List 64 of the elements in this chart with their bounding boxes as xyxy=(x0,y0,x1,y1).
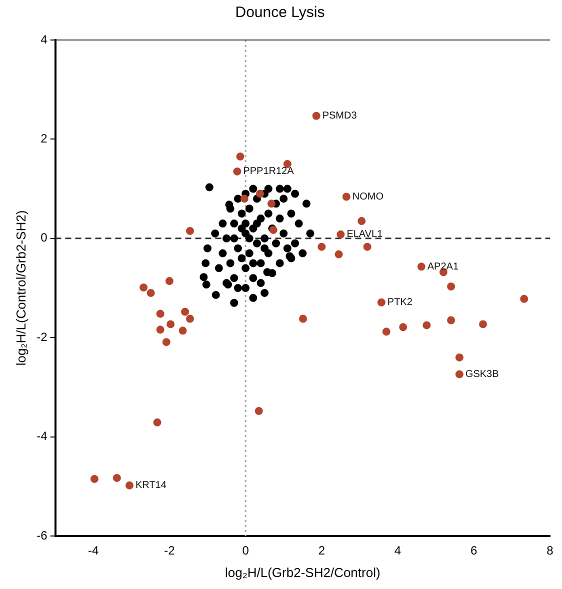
point xyxy=(363,242,372,251)
point xyxy=(479,320,488,328)
point xyxy=(140,284,148,292)
point xyxy=(166,320,175,328)
x-tick-label: -2 xyxy=(164,544,176,558)
point xyxy=(165,277,174,286)
point xyxy=(447,282,456,291)
y-tick-label: 4 xyxy=(40,32,48,46)
point xyxy=(146,288,155,297)
point xyxy=(125,481,134,490)
point xyxy=(318,242,326,251)
annotation: PTK2 xyxy=(387,297,413,308)
point xyxy=(342,192,350,201)
point xyxy=(299,314,308,323)
point xyxy=(233,167,242,176)
point xyxy=(267,200,276,208)
point xyxy=(447,316,456,324)
point xyxy=(455,353,464,362)
point xyxy=(422,321,431,330)
point xyxy=(236,152,244,161)
point xyxy=(90,474,98,483)
point xyxy=(358,217,366,226)
point xyxy=(112,474,121,482)
point xyxy=(178,326,187,335)
point xyxy=(181,308,190,316)
x-tick-label: 4 xyxy=(394,544,402,558)
point xyxy=(240,194,248,203)
annotation: KRT14 xyxy=(135,480,167,492)
annotation: NOMO xyxy=(352,191,384,202)
point xyxy=(417,262,426,271)
y-tick-label: -6 xyxy=(36,528,48,542)
point xyxy=(399,323,408,332)
point xyxy=(334,250,343,258)
point xyxy=(153,418,162,426)
y-axis-title: log₂H/L(Control/Grb2-SH2) xyxy=(13,210,28,366)
y-tick-label: 2 xyxy=(40,132,48,146)
x-tick-label: 8 xyxy=(546,544,554,558)
point xyxy=(336,230,345,238)
annotation: ELAVL1 xyxy=(346,229,384,240)
point xyxy=(312,112,320,120)
x-tick-label: 2 xyxy=(318,544,326,558)
annotation: AP2A1 xyxy=(427,261,459,272)
point xyxy=(156,310,164,318)
point xyxy=(254,407,263,416)
chart-title: Dounce Lysis xyxy=(235,4,325,22)
annotation: PSMD3 xyxy=(322,110,358,122)
point xyxy=(162,338,170,346)
y-tick-label: -4 xyxy=(36,429,48,444)
annotation: PPP1R12A xyxy=(243,166,294,178)
x-tick-label: 6 xyxy=(470,544,478,558)
point xyxy=(520,294,528,303)
x-axis-title: log₂H/L(Grb2-SH2/Control) xyxy=(224,564,380,580)
annotation: GSK3B xyxy=(465,369,500,380)
y-tick-label: -2 xyxy=(36,330,48,344)
x-tick-label: 0 xyxy=(242,544,250,558)
x-tick-label: -4 xyxy=(88,544,99,558)
point xyxy=(156,326,164,334)
point xyxy=(186,314,194,323)
point xyxy=(377,298,386,306)
point xyxy=(256,190,264,198)
point xyxy=(186,226,194,235)
point xyxy=(382,328,390,336)
point xyxy=(455,370,464,378)
y-tick-label: 0 xyxy=(40,230,48,245)
